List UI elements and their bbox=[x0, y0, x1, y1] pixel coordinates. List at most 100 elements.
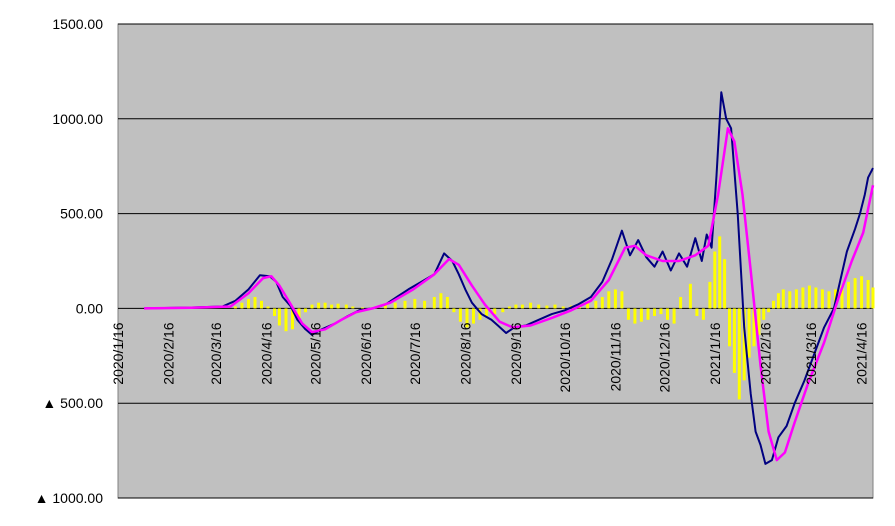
y-axis: 1500.00 1000.00 500.00 0.00 ▲ 500.00 ▲ 1000.0… bbox=[35, 16, 104, 506]
series-2-bar bbox=[285, 308, 288, 331]
series-2-bar bbox=[254, 297, 257, 308]
series-2-bar bbox=[433, 297, 436, 308]
series-2-bar bbox=[345, 305, 348, 309]
series-2-bar bbox=[679, 297, 682, 308]
series-2-bar bbox=[872, 288, 875, 309]
series-2-bar bbox=[620, 291, 623, 308]
series-2-bar bbox=[801, 288, 804, 309]
series-2-bar bbox=[423, 301, 426, 309]
series-2-bar bbox=[772, 301, 775, 309]
x-tick-label: 2020/2/16 bbox=[161, 322, 177, 384]
series-2-bar bbox=[267, 307, 270, 309]
plot-background bbox=[118, 24, 873, 498]
series-2-bar bbox=[689, 284, 692, 309]
series-2-bar bbox=[317, 303, 320, 309]
series-2-bar bbox=[594, 301, 597, 309]
series-2-bar bbox=[521, 305, 524, 309]
series-2-bar bbox=[278, 308, 281, 325]
x-tick-label: 2020/1/16 bbox=[110, 322, 126, 384]
series-2-bar bbox=[767, 308, 770, 312]
x-tick-label: 2021/2/16 bbox=[757, 322, 773, 384]
series-2-bar bbox=[304, 308, 307, 312]
series-2-bar bbox=[413, 299, 416, 309]
plot-area bbox=[118, 24, 873, 498]
series-2-bar bbox=[472, 308, 475, 323]
series-2-bar bbox=[330, 305, 333, 309]
series-2-bar bbox=[847, 282, 850, 309]
series-2-bar bbox=[860, 276, 863, 308]
series-2-bar bbox=[708, 282, 711, 309]
series-2-bar bbox=[695, 308, 698, 316]
series-2-bar bbox=[738, 308, 741, 399]
series-2-bar bbox=[514, 305, 517, 309]
x-tick-label: 2021/1/16 bbox=[707, 322, 723, 384]
series-2-bar bbox=[337, 304, 340, 309]
series-2-bar bbox=[351, 307, 354, 309]
x-tick-label: 2020/9/16 bbox=[508, 322, 524, 384]
series-2-bar bbox=[273, 308, 276, 316]
series-2-bar bbox=[607, 291, 610, 308]
x-tick-label: 2020/11/16 bbox=[607, 322, 623, 391]
series-2-bar bbox=[702, 308, 705, 319]
series-2-bar bbox=[452, 308, 455, 312]
y-tick-label: ▲ 500.00 bbox=[42, 395, 103, 411]
series-2-bar bbox=[666, 308, 669, 319]
series-2-bar bbox=[240, 303, 243, 309]
series-2-bar bbox=[828, 291, 831, 308]
x-tick-label: 2020/4/16 bbox=[258, 322, 274, 384]
series-2-bar bbox=[814, 288, 817, 309]
x-tick-label: 2020/3/16 bbox=[208, 322, 224, 384]
y-tick-label: 500.00 bbox=[60, 206, 103, 222]
series-2-bar bbox=[640, 308, 643, 321]
series-2-bar bbox=[545, 306, 548, 309]
series-2-bar bbox=[718, 236, 721, 308]
x-tick-label: 2021/4/16 bbox=[854, 322, 870, 384]
series-2-bar bbox=[821, 289, 824, 308]
series-2-bar bbox=[260, 301, 263, 309]
series-2-bar bbox=[782, 289, 785, 308]
y-tick-label: 1000.00 bbox=[52, 111, 103, 127]
series-2-bar bbox=[247, 299, 250, 309]
x-tick-label: 2020/8/16 bbox=[457, 322, 473, 384]
series-2-bar bbox=[673, 308, 676, 323]
series-2-bar bbox=[723, 259, 726, 308]
series-2-bar bbox=[234, 307, 237, 309]
series-2-bar bbox=[762, 308, 765, 319]
series-2-bar bbox=[788, 291, 791, 308]
series-2-bar bbox=[508, 307, 511, 309]
series-2-bar bbox=[808, 286, 811, 309]
x-tick-label: 2020/6/16 bbox=[358, 322, 374, 384]
series-2-bar bbox=[601, 297, 604, 308]
series-2-bar bbox=[627, 308, 630, 319]
y-tick-label: 0.00 bbox=[76, 300, 103, 316]
series-2-bar bbox=[537, 305, 540, 309]
series-2-bar bbox=[529, 303, 532, 309]
x-tick-label: 2020/7/16 bbox=[407, 322, 423, 384]
series-2-bar bbox=[501, 308, 504, 312]
x-tick-label: 2021/3/16 bbox=[803, 322, 819, 384]
series-2-bar bbox=[394, 303, 397, 309]
series-2-bar bbox=[647, 308, 650, 319]
series-2-bar bbox=[795, 289, 798, 308]
y-tick-label: 1500.00 bbox=[52, 16, 103, 32]
series-2-bar bbox=[554, 305, 557, 309]
series-2-bar bbox=[713, 252, 716, 309]
series-2-bar bbox=[361, 308, 364, 309]
series-2-bar bbox=[404, 301, 407, 309]
x-tick-label: 2020/10/16 bbox=[557, 322, 573, 392]
x-tick-label: 2020/5/16 bbox=[307, 322, 323, 384]
series-2-bar bbox=[733, 308, 736, 373]
series-2-bar bbox=[748, 308, 751, 357]
series-2-bar bbox=[324, 303, 327, 309]
x-tick-label: 2020/12/16 bbox=[656, 322, 672, 392]
series-2-bar bbox=[653, 308, 656, 316]
series-2-bar bbox=[459, 308, 462, 321]
series-2-bar bbox=[854, 278, 857, 308]
series-2-bar bbox=[633, 308, 636, 323]
series-2-bar bbox=[439, 293, 442, 308]
series-2-bar bbox=[311, 305, 314, 309]
series-2-bar bbox=[777, 293, 780, 308]
series-2-bar bbox=[446, 297, 449, 308]
series-2-bar bbox=[562, 307, 565, 309]
